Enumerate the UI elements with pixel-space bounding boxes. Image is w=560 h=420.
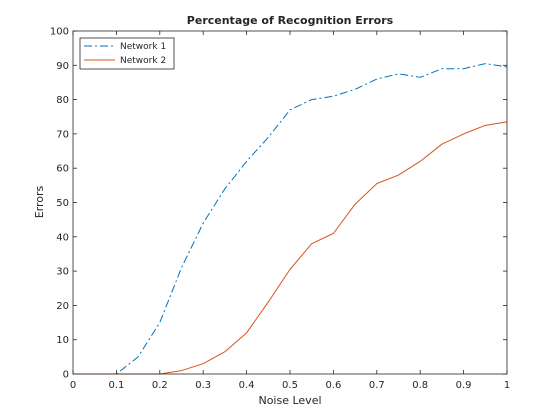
y-tick-label: 100	[50, 27, 69, 38]
legend-label-network-2: Network 2	[120, 56, 166, 66]
x-tick-label: 0.2	[152, 380, 168, 391]
x-tick-label: 0.8	[412, 380, 428, 391]
x-tick-label: 0.1	[108, 380, 124, 391]
y-tick-label: 60	[56, 164, 69, 175]
plot-area	[73, 31, 507, 374]
x-tick-label: 0	[70, 380, 76, 391]
legend-box	[79, 37, 175, 70]
y-tick-label: 90	[56, 61, 69, 72]
y-tick-label: 50	[56, 198, 69, 209]
x-tick-label: 0.4	[239, 380, 255, 391]
legend: Network 1 Network 2	[79, 37, 175, 70]
y-tick-label: 10	[56, 335, 69, 346]
y-tick-label: 30	[56, 267, 69, 278]
y-tick-label: 40	[56, 232, 69, 243]
y-tick-label: 0	[63, 370, 69, 381]
x-tick-label: 0.3	[195, 380, 211, 391]
y-tick-label: 80	[56, 95, 69, 106]
x-tick-label: 0.7	[369, 380, 385, 391]
x-tick-label: 1	[504, 380, 510, 391]
x-axis-label: Noise Level	[258, 394, 321, 407]
series-line-network-1	[73, 63, 508, 375]
y-axis-label: Errors	[33, 185, 46, 218]
x-tick-label: 0.6	[325, 380, 341, 391]
x-tick-label: 0.5	[282, 380, 298, 391]
axes-box	[72, 30, 508, 375]
y-tick-label: 20	[56, 301, 69, 312]
y-tick-label: 70	[56, 129, 69, 140]
x-tick-label: 0.9	[456, 380, 472, 391]
chart-title: Percentage of Recognition Errors	[187, 14, 394, 27]
legend-label-network-1: Network 1	[120, 42, 166, 52]
axis-ticks: 0 0.1 0.2 0.3 0.4 0.5 0.6 0.7 0.8 0.9 101020304050…	[50, 27, 510, 392]
